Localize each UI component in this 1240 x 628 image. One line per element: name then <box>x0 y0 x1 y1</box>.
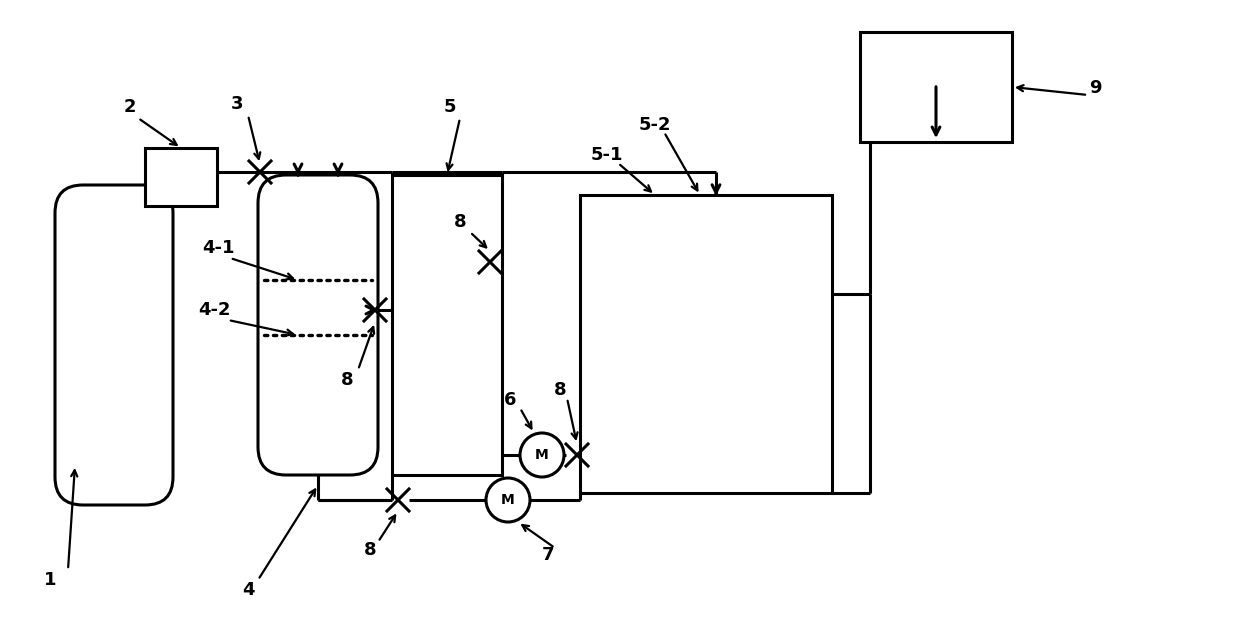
Bar <box>392 175 502 475</box>
Text: 6: 6 <box>503 391 516 409</box>
Circle shape <box>486 478 529 522</box>
FancyBboxPatch shape <box>55 185 174 505</box>
Text: 5-2: 5-2 <box>639 116 671 134</box>
Text: 3: 3 <box>231 95 243 113</box>
Text: 8: 8 <box>454 213 466 231</box>
Text: 7: 7 <box>542 546 554 564</box>
FancyBboxPatch shape <box>258 175 378 475</box>
Text: 2: 2 <box>124 98 136 116</box>
Text: 1: 1 <box>43 571 56 589</box>
Text: 9: 9 <box>1089 79 1101 97</box>
Text: 4: 4 <box>242 581 254 599</box>
Text: 8: 8 <box>554 381 567 399</box>
Bar <box>145 148 217 206</box>
Text: M: M <box>501 493 515 507</box>
Text: 5: 5 <box>444 98 456 116</box>
Text: 5-1: 5-1 <box>590 146 624 164</box>
Text: 8: 8 <box>363 541 376 559</box>
Circle shape <box>520 433 564 477</box>
Bar <box>580 195 832 493</box>
Text: M: M <box>536 448 549 462</box>
Text: 4-1: 4-1 <box>202 239 234 257</box>
Text: 8: 8 <box>341 371 353 389</box>
Text: 4-2: 4-2 <box>197 301 231 319</box>
Bar <box>861 32 1012 142</box>
